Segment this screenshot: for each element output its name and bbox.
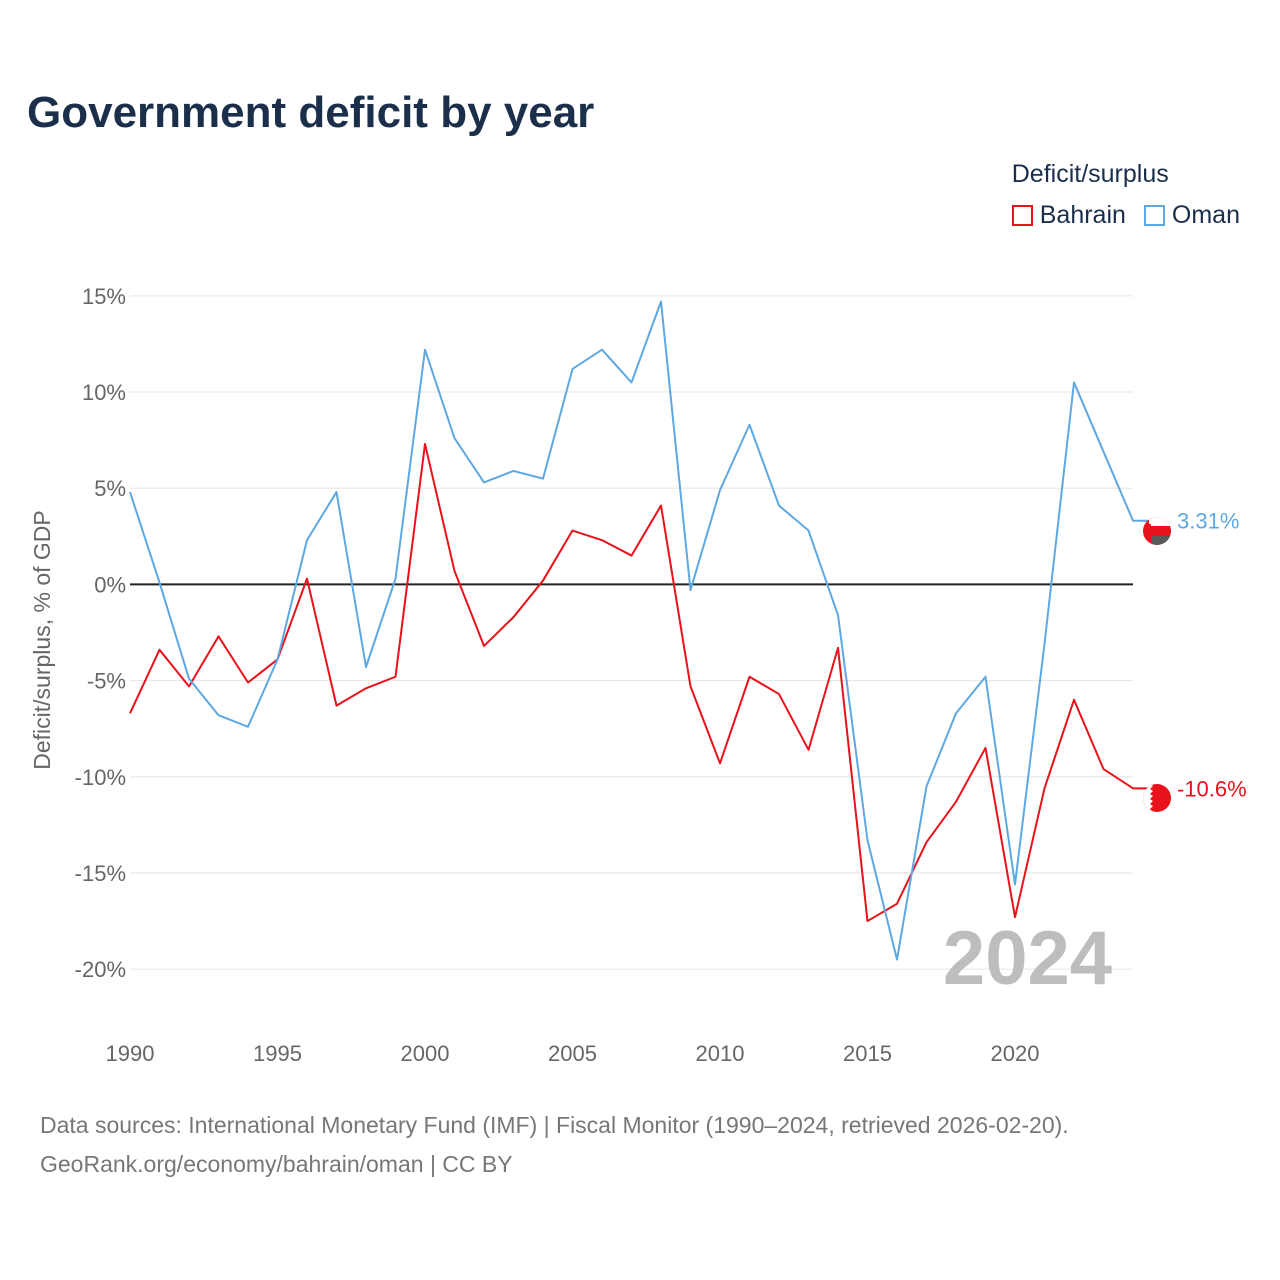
- y-tick-label: 15%: [82, 284, 126, 309]
- series-line-bahrain: [129, 442, 1157, 923]
- end-label-bahrain: -10.6%: [1177, 776, 1247, 801]
- x-tick-label: 2015: [843, 1041, 892, 1066]
- legend-item-oman[interactable]: Oman: [1143, 201, 1240, 230]
- oman-flag-icon: [1143, 517, 1171, 545]
- grid: [130, 295, 1133, 970]
- x-tick-label: 1995: [253, 1041, 302, 1066]
- legend-swatch-oman: [1143, 205, 1165, 226]
- year-watermark: 2024: [943, 916, 1112, 1001]
- footer: Data sources: International Monetary Fun…: [40, 1106, 1069, 1184]
- legend-title: Deficit/surplus: [1011, 160, 1169, 188]
- y-tick-label: 10%: [82, 380, 126, 405]
- bahrain-flag-icon: [1143, 784, 1171, 812]
- x-tick-label: 2005: [548, 1041, 597, 1066]
- x-tick-label: 1990: [106, 1041, 155, 1066]
- line-chart: 15% 10% 5% 0% -5% -10% -15% -20% 1990 1995 2000 20…: [29, 284, 1247, 1066]
- legend-label-oman: Oman: [1171, 201, 1240, 229]
- y-axis: 15% 10% 5% 0% -5% -10% -15% -20%: [75, 284, 126, 982]
- legend-swatch-bahrain: [1011, 205, 1033, 226]
- x-tick-label: 2010: [696, 1041, 745, 1066]
- credit-link[interactable]: GeoRank.org/economy/bahrain/oman | CC BY: [40, 1151, 513, 1177]
- y-tick-label: -20%: [75, 957, 126, 982]
- series-line-oman: [129, 300, 1157, 961]
- chart-title: Government deficit by year: [27, 88, 595, 137]
- series-lines: [129, 300, 1157, 961]
- y-tick-label: -5%: [87, 669, 126, 694]
- y-axis-label: Deficit/surplus, % of GDP: [29, 510, 55, 769]
- y-tick-label: -15%: [75, 861, 126, 886]
- data-sources: Data sources: International Monetary Fun…: [40, 1112, 1069, 1138]
- y-tick-label: -10%: [75, 765, 126, 790]
- end-label-oman: 3.31%: [1177, 509, 1239, 534]
- legend-item-bahrain[interactable]: Bahrain: [1011, 201, 1126, 230]
- y-tick-label: 0%: [94, 572, 126, 597]
- end-labels: -10.6% 3.31%: [1177, 509, 1247, 802]
- x-axis: 1990 1995 2000 2005 2010 2015 2020: [106, 1041, 1040, 1066]
- y-tick-label: 5%: [94, 476, 126, 501]
- x-tick-label: 2000: [401, 1041, 450, 1066]
- legend: Deficit/surplus Bahrain Oman: [1011, 160, 1240, 230]
- legend-label-bahrain: Bahrain: [1039, 201, 1126, 229]
- x-tick-label: 2020: [991, 1041, 1040, 1066]
